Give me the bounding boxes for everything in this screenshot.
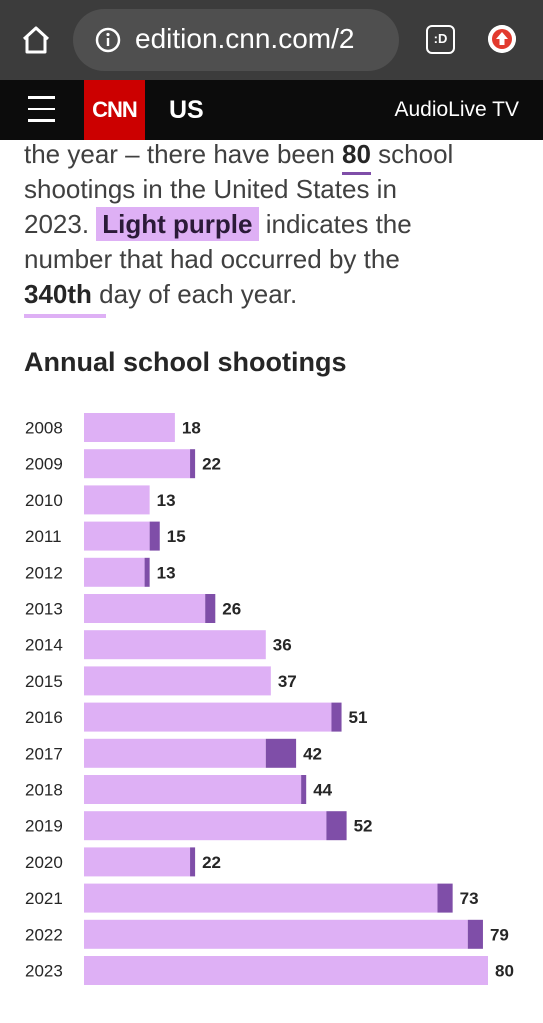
- bar-segment-by-day-340: [84, 413, 175, 442]
- home-icon[interactable]: [16, 20, 56, 60]
- bar-segment-rest-of-year: [331, 702, 342, 732]
- bar-segment-by-day-340: [84, 485, 150, 515]
- bar-segment-by-day-340: [84, 919, 468, 949]
- bar-segment-by-day-340: [84, 630, 266, 660]
- year-label: 2021: [25, 889, 63, 908]
- article-line-1: the year – there have been 80 school: [24, 139, 454, 169]
- year-label: 2022: [25, 925, 63, 944]
- year-label: 2012: [25, 563, 63, 582]
- bar-segment-by-day-340: [84, 775, 302, 804]
- bar-segment-rest-of-year: [144, 557, 150, 587]
- bar-segment-rest-of-year: [467, 919, 483, 949]
- year-label: 2015: [25, 672, 63, 691]
- value-label: 36: [273, 636, 292, 655]
- value-label: 13: [157, 491, 176, 510]
- bar-segment-rest-of-year: [149, 521, 160, 551]
- bar-chart: 2008 18 2009 22 2010 13 2011 15 2012 13 2013 26 2014…: [25, 413, 514, 985]
- year-label: 2008: [25, 419, 63, 438]
- chart-title: Annual school shootings: [24, 347, 347, 377]
- bar-segment-by-day-340: [84, 521, 150, 551]
- value-label: 44: [313, 781, 332, 800]
- article-line-5: 340th day of each year.: [24, 279, 298, 309]
- bar-segment-by-day-340: [84, 738, 266, 768]
- year-label: 2016: [25, 708, 63, 727]
- year-label: 2010: [25, 491, 63, 510]
- value-label: 51: [349, 708, 368, 727]
- section-label[interactable]: US: [169, 96, 204, 124]
- bar-segment-by-day-340: [84, 557, 145, 587]
- cnn-logo[interactable]: CNN: [84, 80, 145, 140]
- url-text: edition.cnn.com/2: [135, 23, 355, 54]
- bar-segment-by-day-340: [84, 847, 191, 877]
- article-line-4: number that had occurred by the: [24, 244, 400, 274]
- highlight-day: 340th: [24, 279, 92, 309]
- bar-segment-by-day-340: [84, 883, 438, 913]
- year-label: 2018: [25, 781, 63, 800]
- tabs-icon[interactable]: :D: [426, 25, 455, 54]
- bar-segment-rest-of-year: [205, 594, 216, 623]
- article-line-3: 2023. Light purple indicates the: [24, 207, 412, 241]
- bar-segment-rest-of-year: [265, 738, 297, 768]
- value-label: 13: [157, 563, 176, 582]
- bar-segment-by-day-340: [84, 811, 327, 841]
- value-label: 15: [167, 527, 186, 546]
- bar-segment-rest-of-year: [326, 811, 347, 841]
- value-label: 37: [278, 672, 297, 691]
- bar-segment-by-day-340: [84, 956, 488, 985]
- year-label: 2020: [25, 853, 63, 872]
- legend-light-purple: Light purple: [96, 207, 259, 241]
- year-label: 2014: [25, 636, 63, 655]
- article-line-2: shootings in the United States in: [24, 174, 397, 204]
- bar-segment-by-day-340: [84, 666, 271, 696]
- value-label: 42: [303, 744, 322, 763]
- value-label: 73: [460, 889, 479, 908]
- bar-segment-by-day-340: [84, 594, 206, 623]
- bar-segment-by-day-340: [84, 449, 191, 479]
- value-label: 80: [495, 962, 514, 981]
- bar-segment-by-day-340: [84, 702, 332, 732]
- address-bar[interactable]: edition.cnn.com/2: [73, 9, 399, 71]
- bar-segment-rest-of-year: [301, 775, 307, 804]
- extension-icon[interactable]: [488, 25, 516, 53]
- year-label: 2013: [25, 600, 63, 619]
- bar-segment-rest-of-year: [190, 449, 196, 479]
- year-label: 2023: [25, 962, 63, 981]
- audio-live-tv-link[interactable]: AudioLive TV: [394, 98, 519, 121]
- year-label: 2019: [25, 817, 63, 836]
- year-label: 2011: [25, 527, 62, 546]
- menu-icon[interactable]: [28, 96, 55, 122]
- year-label: 2017: [25, 744, 63, 763]
- value-label: 22: [202, 455, 221, 474]
- value-label: 79: [490, 925, 509, 944]
- bar-segment-rest-of-year: [190, 847, 196, 877]
- info-icon[interactable]: [95, 27, 121, 53]
- bar-segment-rest-of-year: [437, 883, 453, 913]
- highlight-count: 80: [342, 139, 371, 169]
- value-label: 26: [222, 600, 241, 619]
- value-label: 18: [182, 419, 201, 438]
- value-label: 22: [202, 853, 221, 872]
- value-label: 52: [354, 817, 373, 836]
- year-label: 2009: [25, 455, 63, 474]
